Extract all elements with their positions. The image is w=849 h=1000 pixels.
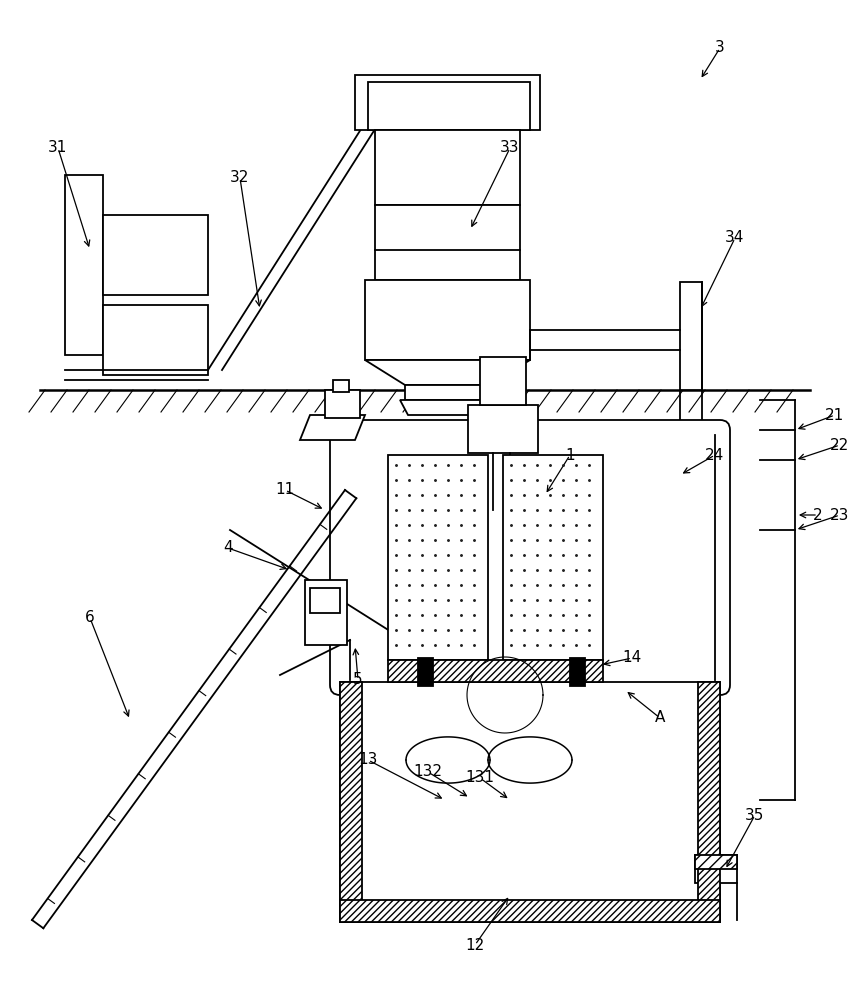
Bar [103, 305, 208, 375]
Bar [680, 282, 702, 390]
Text: 131: 131 [465, 770, 494, 786]
Polygon shape [365, 360, 530, 385]
Text: 1: 1 [565, 448, 575, 462]
Bar [388, 660, 603, 682]
Bar [333, 380, 349, 392]
Polygon shape [300, 415, 365, 440]
Bar [325, 390, 360, 418]
Text: 21: 21 [825, 408, 845, 422]
Text: 3: 3 [715, 40, 725, 55]
Bar [340, 682, 362, 922]
Text: 2: 2 [813, 508, 823, 522]
Text: 13: 13 [358, 752, 378, 768]
Bar [355, 75, 540, 130]
Bar [65, 175, 103, 355]
Bar [695, 855, 737, 883]
Polygon shape [400, 400, 490, 415]
Bar [570, 658, 585, 686]
Bar [368, 82, 530, 130]
Bar [365, 280, 530, 360]
Bar [375, 130, 520, 205]
Bar [698, 682, 720, 922]
Bar [468, 405, 538, 453]
Text: 11: 11 [275, 483, 295, 497]
Text: 31: 31 [48, 140, 68, 155]
Bar [103, 215, 208, 295]
Text: 33: 33 [500, 140, 520, 155]
Text: 32: 32 [230, 170, 250, 186]
Bar [305, 580, 347, 645]
Text: 14: 14 [622, 650, 642, 666]
Text: 34: 34 [725, 231, 745, 245]
FancyBboxPatch shape [330, 420, 730, 695]
Bar [340, 682, 720, 922]
Bar [418, 658, 433, 686]
Text: 23: 23 [830, 508, 849, 522]
Bar [695, 855, 737, 869]
Text: 4: 4 [223, 540, 233, 556]
Text: 5: 5 [353, 672, 363, 688]
Bar [340, 900, 720, 922]
Text: 35: 35 [745, 808, 765, 822]
Text: 132: 132 [413, 764, 442, 780]
Text: 24: 24 [706, 448, 725, 462]
Bar [480, 357, 526, 405]
Bar [388, 455, 488, 660]
Text: 22: 22 [830, 438, 849, 452]
Bar [503, 455, 603, 660]
Bar [405, 385, 490, 400]
Text: 12: 12 [465, 938, 485, 952]
Text: 6: 6 [85, 610, 95, 626]
Text: A: A [655, 710, 665, 726]
Bar [375, 205, 520, 280]
Bar [310, 588, 340, 613]
